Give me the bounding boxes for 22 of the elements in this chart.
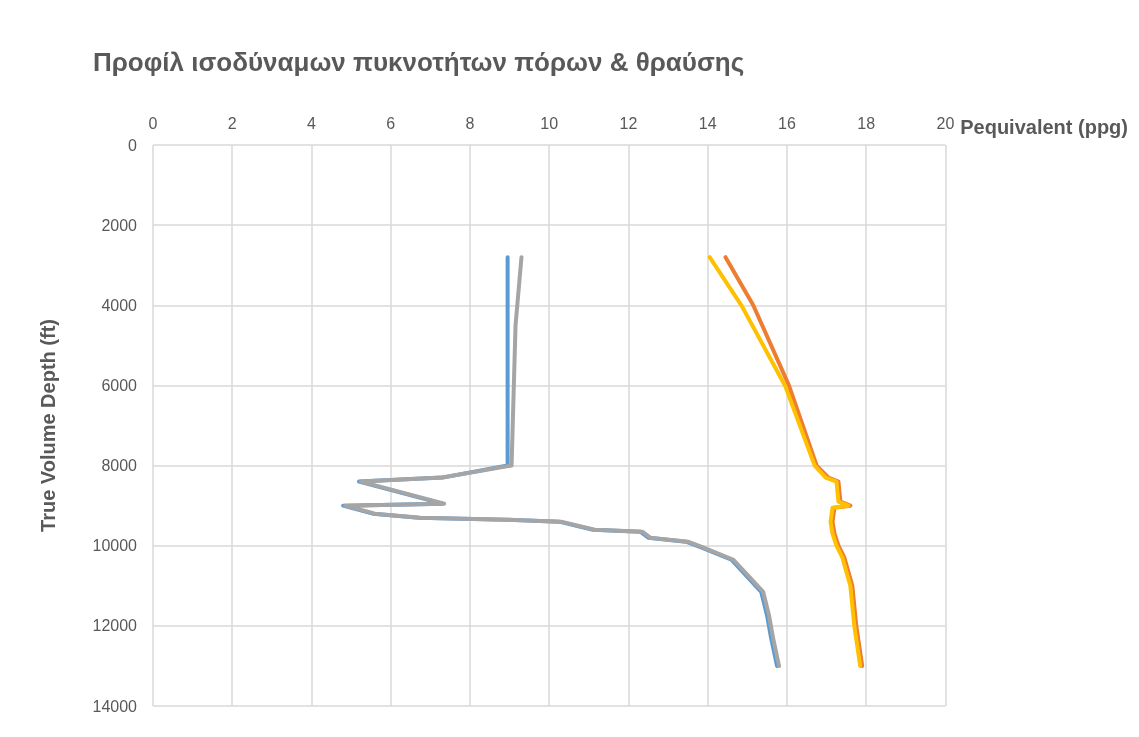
x-tick-label: 4 <box>307 114 317 132</box>
y-tick-label: 2000 <box>101 216 138 234</box>
chart-title: Προφίλ ισοδύναμων πυκνοτήτων πόρων & θραύσης <box>93 47 745 77</box>
y-axis-title: True Volume Depth (ft) <box>37 319 59 532</box>
y-tick-label: 6000 <box>101 376 138 394</box>
y-tick-label: 12000 <box>92 617 138 635</box>
x-tick-label: 6 <box>386 114 396 132</box>
x-tick-label: 2 <box>227 114 237 132</box>
x-tick-label: 8 <box>465 114 475 132</box>
x-tick-label: 12 <box>619 114 638 132</box>
x-tick-label: 14 <box>698 114 717 132</box>
y-tick-label: 4000 <box>101 296 138 314</box>
x-tick-label: 20 <box>936 114 955 132</box>
x-axis-title: Pequivalent (ppg) <box>960 116 1128 138</box>
y-tick-label: 0 <box>128 136 138 154</box>
x-tick-label: 0 <box>148 114 158 132</box>
y-tick-label: 10000 <box>92 537 138 555</box>
x-tick-label: 16 <box>778 114 796 132</box>
x-tick-label: 10 <box>540 114 559 132</box>
y-tick-label: 14000 <box>92 697 138 715</box>
y-tick-label: 8000 <box>101 457 138 475</box>
x-tick-label: 18 <box>857 114 876 132</box>
